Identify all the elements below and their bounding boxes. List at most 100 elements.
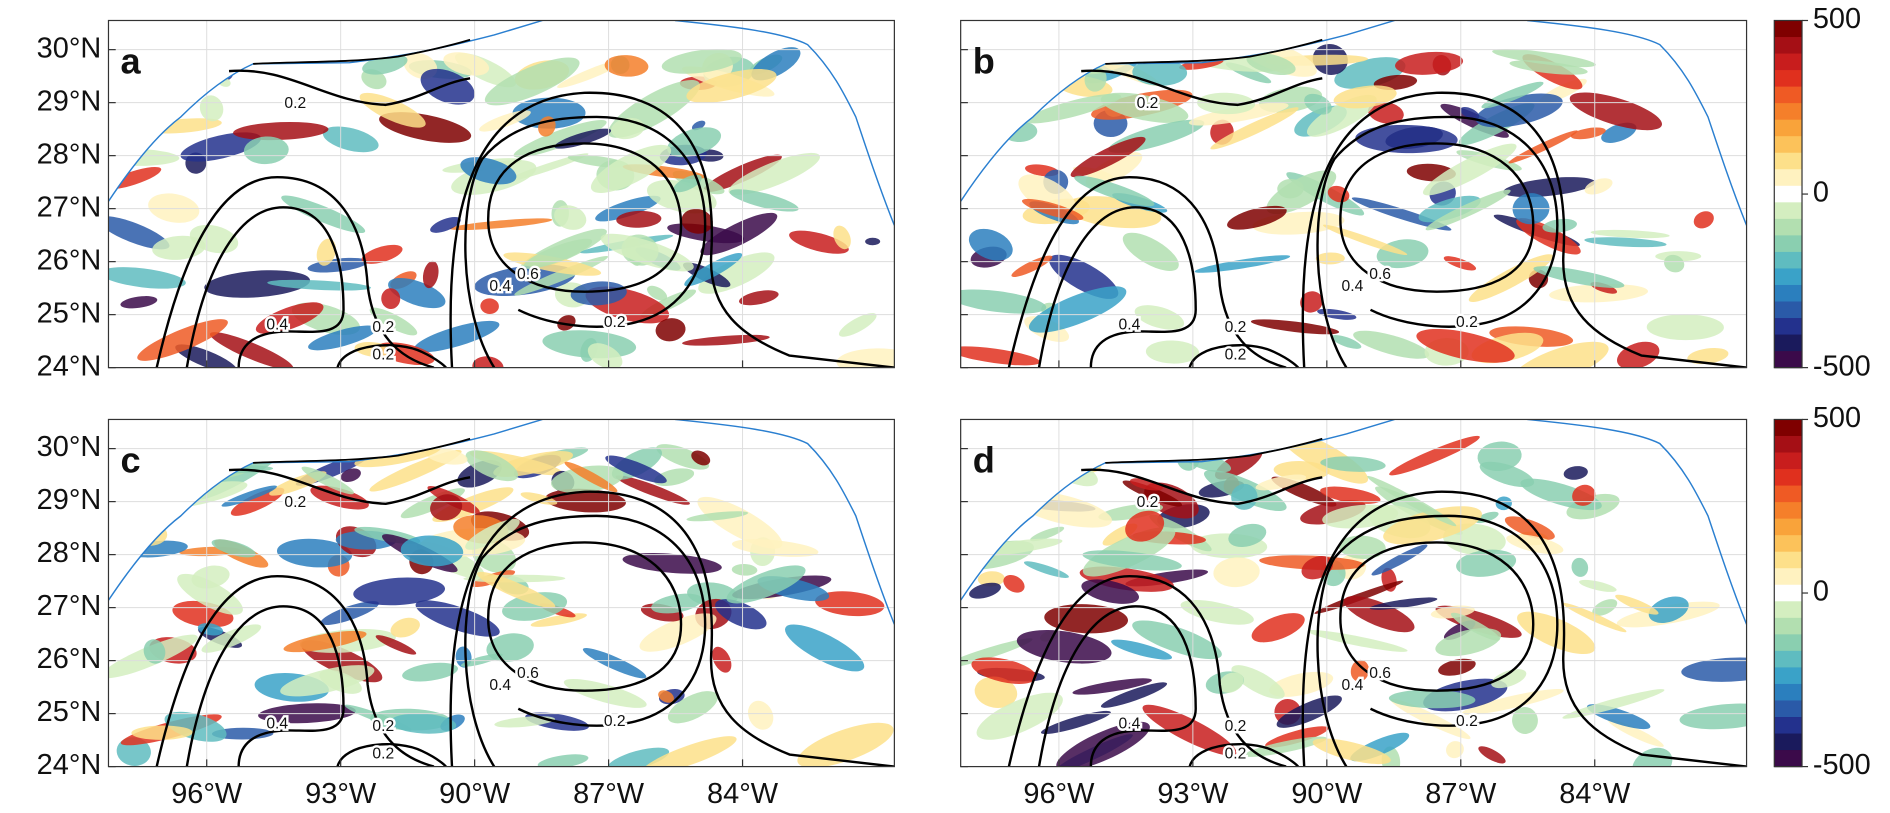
anomaly-patch bbox=[1134, 305, 1185, 330]
anomaly-patch bbox=[430, 494, 463, 521]
anomaly-patch bbox=[1322, 504, 1399, 529]
contour-label: 0.4 bbox=[1119, 317, 1141, 334]
anomaly-patch bbox=[1250, 319, 1340, 335]
colorbar-tick-label: 0 bbox=[1813, 576, 1829, 608]
colorbar-segment bbox=[1774, 733, 1803, 751]
anomaly-patch bbox=[969, 582, 1001, 599]
anomaly-patch bbox=[1122, 480, 1183, 507]
colorbar-segment bbox=[1774, 301, 1803, 319]
ssh-contour bbox=[449, 490, 895, 767]
anomaly-patch bbox=[1243, 736, 1327, 757]
colorbar-segment bbox=[1774, 750, 1803, 768]
contour-label: 0.2 bbox=[372, 746, 394, 763]
colorbar-segment bbox=[1774, 235, 1803, 253]
anomaly-patch bbox=[359, 92, 426, 128]
anomaly-patch bbox=[1100, 682, 1168, 708]
anomaly-patch bbox=[1343, 596, 1415, 633]
anomaly-patch bbox=[320, 601, 379, 626]
anomaly-patch bbox=[607, 747, 670, 767]
colorbar-segment bbox=[1774, 351, 1803, 369]
anomaly-patch bbox=[1072, 678, 1152, 695]
anomaly-patch bbox=[108, 216, 170, 250]
colorbar-tick-label: 0 bbox=[1813, 177, 1829, 209]
colorbar-segment bbox=[1774, 485, 1803, 503]
shelf-line bbox=[253, 38, 471, 65]
anomaly-patch bbox=[1569, 92, 1662, 131]
anomaly-patch bbox=[120, 296, 158, 309]
colorbar-segment bbox=[1774, 617, 1803, 635]
anomaly-patch bbox=[143, 639, 166, 664]
anomaly-patch bbox=[1018, 174, 1076, 215]
anomaly-patch bbox=[639, 613, 717, 652]
ssh-contour bbox=[228, 69, 471, 107]
coastline bbox=[1527, 20, 1747, 226]
land bbox=[960, 419, 1395, 601]
anomaly-patch bbox=[211, 539, 256, 558]
colorbar-segment bbox=[1774, 136, 1803, 154]
anomaly-patch bbox=[322, 126, 379, 153]
anomaly-patch bbox=[1210, 107, 1299, 150]
anomaly-patch bbox=[960, 346, 1041, 366]
y-tick-label: 24°N bbox=[37, 350, 102, 382]
map-panel: 0.2 0.4 0.2 0.6 0.4 0.2 0.2 a 24°N 25°N 26°N 27°N 28… bbox=[37, 19, 895, 382]
anomaly-patch bbox=[976, 692, 1063, 740]
anomaly-patch bbox=[615, 475, 690, 505]
ssh-contour bbox=[486, 541, 683, 692]
y-tick-label: 30°N bbox=[37, 32, 102, 64]
anomaly-patch bbox=[1446, 741, 1464, 759]
contour-label: 0.4 bbox=[1119, 716, 1141, 733]
y-tick-label: 29°N bbox=[37, 484, 102, 516]
anomaly-patch bbox=[1681, 657, 1747, 682]
panel-frame bbox=[960, 19, 1748, 369]
anomaly-patch bbox=[974, 676, 1018, 708]
ssh-contour bbox=[1188, 344, 1300, 368]
land bbox=[675, 419, 895, 625]
coastline bbox=[674, 419, 895, 625]
coastline bbox=[674, 20, 895, 226]
map-area: 0.2 0.4 0.2 0.6 0.4 0.2 0.2 bbox=[108, 20, 895, 368]
anomaly-patch bbox=[564, 461, 618, 493]
anomaly-patch bbox=[587, 343, 623, 368]
anomaly-patch bbox=[1425, 189, 1511, 231]
anomaly-patch bbox=[281, 195, 366, 234]
anomaly-patch bbox=[960, 638, 1033, 669]
anomaly-patch bbox=[443, 52, 490, 76]
map-panel: 0.2 0.4 0.2 0.6 0.4 0.2 0.2 b bbox=[960, 19, 1748, 369]
anomaly-patch bbox=[1542, 218, 1577, 233]
anomaly-patch bbox=[1491, 669, 1527, 689]
ssh-contour bbox=[464, 115, 707, 368]
colorbar-segment bbox=[1774, 469, 1803, 487]
anomaly-patch bbox=[1023, 561, 1069, 578]
anomaly-patch bbox=[1648, 596, 1689, 624]
anomaly-patch bbox=[1607, 719, 1664, 747]
anomaly-patch bbox=[177, 573, 243, 615]
map-panel: 0.2 0.4 0.2 0.6 0.4 0.2 0.2 c 24°N 25°N 26°N 27°N 28… bbox=[37, 418, 895, 810]
colorbar-segment bbox=[1774, 435, 1803, 454]
anomaly-patch bbox=[1028, 286, 1127, 333]
anomaly-patch bbox=[1070, 136, 1146, 178]
land bbox=[1527, 20, 1747, 226]
x-tick-label: 90°W bbox=[1291, 778, 1363, 810]
shelf-line bbox=[1105, 437, 1323, 464]
anomaly-patch bbox=[375, 635, 417, 655]
panel-label: a bbox=[121, 40, 142, 81]
anomaly-patch bbox=[233, 121, 329, 141]
anomaly-patch bbox=[1584, 178, 1613, 195]
anomaly-patch bbox=[390, 713, 457, 734]
colorbar-segment bbox=[1774, 103, 1803, 121]
contour-label: 0.2 bbox=[1137, 494, 1159, 511]
anomaly-patch bbox=[563, 678, 647, 708]
anomaly-patch bbox=[1276, 695, 1342, 728]
contour-label: 0.6 bbox=[1369, 266, 1391, 283]
anomaly-patch bbox=[1367, 475, 1457, 527]
contour-label: 0.4 bbox=[1342, 677, 1364, 694]
y-tick-label: 27°N bbox=[37, 590, 102, 622]
anomaly-patch bbox=[1355, 124, 1458, 154]
colorbar-segment bbox=[1774, 601, 1803, 619]
anomaly-patch bbox=[1572, 484, 1596, 506]
contour-label: 0.6 bbox=[1369, 665, 1391, 682]
anomaly-patch bbox=[1371, 544, 1428, 576]
anomaly-patch bbox=[180, 132, 262, 162]
anomaly-patch bbox=[712, 646, 732, 673]
colorbar-segment bbox=[1774, 535, 1803, 553]
